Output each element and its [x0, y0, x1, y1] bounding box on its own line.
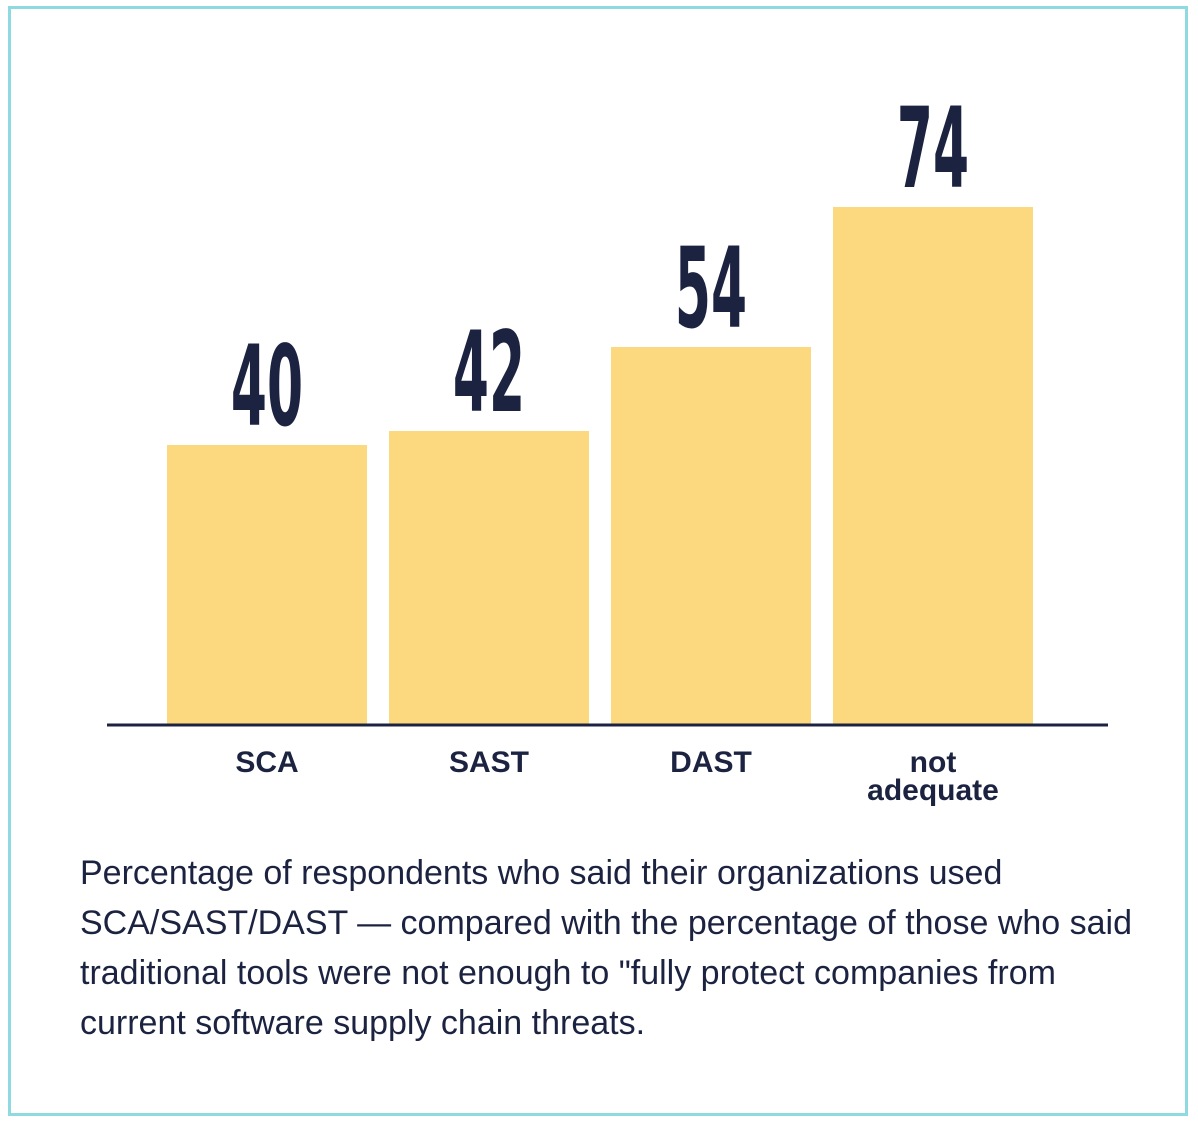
bar-sast — [389, 431, 589, 725]
labels-layer: 40 SCA 42 SAST 54 DAST 74 not adequate — [231, 83, 999, 807]
category-label: DAST — [670, 746, 752, 779]
category-label: SAST — [449, 746, 529, 779]
bar-dast — [611, 347, 811, 725]
value-label: 54 — [675, 223, 747, 354]
bars-layer — [167, 207, 1033, 725]
value-label: 42 — [453, 307, 525, 438]
category-label: not adequate — [867, 746, 999, 807]
chart-caption: Percentage of respondents who said their… — [80, 854, 1133, 1042]
value-label: 74 — [897, 83, 969, 214]
bar-not-adequate — [833, 207, 1033, 725]
value-label: 40 — [231, 321, 303, 452]
category-label: SCA — [235, 746, 298, 779]
bar-sca — [167, 445, 367, 725]
